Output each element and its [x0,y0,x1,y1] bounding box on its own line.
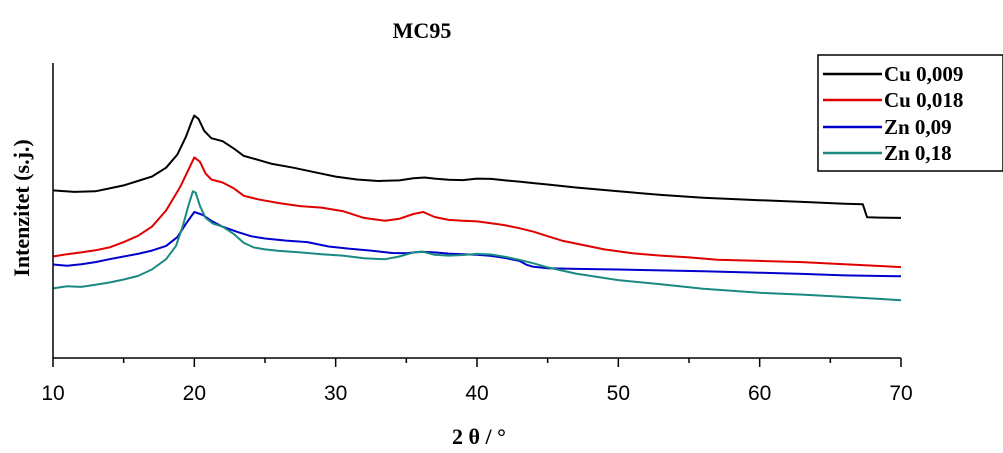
series-line-3 [52,211,902,278]
y-axis-label: Intenzitet (s.j.) [9,139,34,276]
x-tick-label-60: 60 [748,382,771,405]
legend-label-3: Zn 0,09 [884,115,952,139]
x-tick-label-30: 30 [324,382,347,405]
legend-label-2: Cu 0,018 [884,88,963,112]
x-tick-label-40: 40 [465,382,488,405]
x-tick-label-50: 50 [607,382,630,405]
chart-title: MC95 [393,18,452,43]
x-axis-label: 2 θ / ° [452,424,506,449]
x-tick-label-10: 10 [41,382,64,405]
series-line-4 [52,190,902,302]
x-tick-label-70: 70 [889,382,912,405]
legend-label-4: Zn 0,18 [884,141,952,165]
series-line-1 [52,114,902,219]
legend-label-1: Cu 0,009 [884,62,963,86]
x-tick-label-20: 20 [183,382,206,405]
x-ticks: 10 20 30 40 50 60 70 [41,358,913,405]
series-line-2 [52,156,902,269]
plot-lines [52,114,902,302]
